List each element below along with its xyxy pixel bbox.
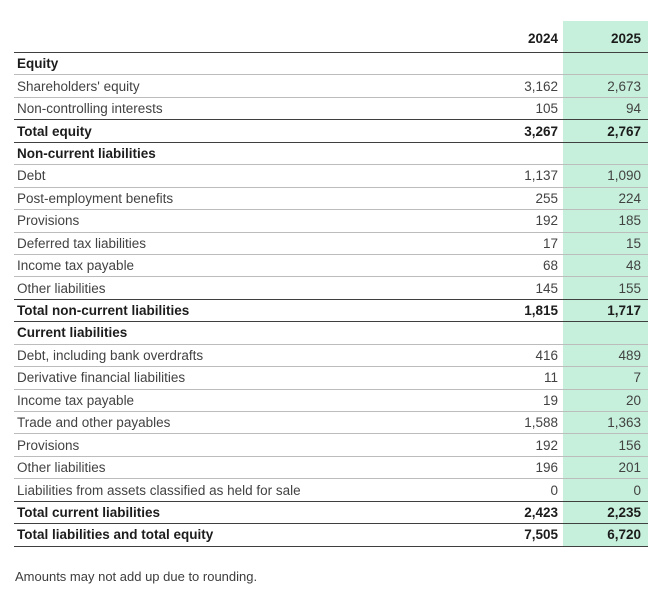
value-2025: 2,673 [563, 75, 648, 97]
value-2024: 255 [535, 190, 558, 206]
row-label: Total non-current liabilities [17, 303, 190, 319]
value-2025: 224 [563, 187, 648, 210]
table-row: Deferred tax liabilities 17 15 [14, 232, 648, 255]
value-2025: 7 [563, 367, 648, 389]
value-2024 [483, 143, 563, 164]
column-header-2024: 2024 [527, 31, 558, 46]
value-2025: 20 [563, 389, 648, 411]
table-row: Provisions 192 156 [14, 434, 648, 457]
table-row: Non-controlling interests 105 94 [14, 97, 648, 121]
table-row: Other liabilities 145 155 [14, 277, 648, 300]
value-2024: 68 [542, 258, 558, 274]
table-row: Total equity 3,267 2,767 [14, 120, 648, 143]
table-row: Provisions 192 185 [14, 210, 648, 233]
value-2024: 196 [535, 460, 558, 476]
table-row: Other liabilities 196 201 [14, 456, 648, 480]
table-row: Total current liabilities 2,423 2,235 [14, 501, 648, 525]
row-label: Provisions [17, 437, 80, 453]
row-label: Equity [17, 56, 59, 72]
value-2024: 1,815 [524, 303, 558, 319]
row-label: Liabilities from assets classified as he… [17, 482, 301, 498]
table-row: Debt, including bank overdrafts 416 489 [14, 344, 648, 368]
table-row: Equity [14, 53, 648, 76]
row-label: Debt [17, 168, 46, 184]
row-label: Debt, including bank overdrafts [17, 347, 204, 363]
header-label-spacer [14, 21, 483, 52]
row-label: Total current liabilities [17, 504, 161, 520]
balance-sheet-table: 2024 2025 Equity Shareholders' equity 3,16… [14, 21, 648, 547]
value-2025: 2,767 [563, 120, 648, 142]
value-2024 [483, 322, 563, 343]
value-2024: 416 [535, 347, 558, 363]
row-label: Income tax payable [17, 392, 135, 408]
row-label: Other liabilities [17, 460, 106, 476]
value-2025: 201 [563, 456, 648, 479]
row-label: Income tax payable [17, 258, 135, 274]
value-2025 [563, 53, 648, 75]
value-2025 [563, 142, 648, 165]
table-row: Total non-current liabilities 1,815 1,717 [14, 299, 648, 323]
row-label: Post-employment benefits [17, 190, 174, 206]
row-label: Shareholders' equity [17, 78, 140, 94]
value-2024: 145 [535, 280, 558, 296]
row-label: Total liabilities and total equity [17, 527, 214, 543]
table-row: Post-employment benefits 255 224 [14, 187, 648, 211]
row-label: Trade and other payables [17, 415, 171, 431]
value-2025: 1,363 [563, 412, 648, 434]
table-row: Income tax payable 19 20 [14, 389, 648, 412]
row-label: Non-current liabilities [17, 145, 156, 161]
value-2024: 7,505 [524, 527, 558, 543]
value-2024: 0 [550, 482, 558, 498]
value-2024 [483, 53, 563, 74]
table-row: Shareholders' equity 3,162 2,673 [14, 75, 648, 98]
table-row: Non-current liabilities [14, 142, 648, 166]
value-2024: 11 [543, 370, 558, 386]
value-2024: 1,137 [524, 168, 558, 184]
row-label: Non-controlling interests [17, 101, 163, 117]
row-label: Current liabilities [17, 325, 128, 341]
value-2024: 19 [542, 392, 558, 408]
row-label: Deferred tax liabilities [17, 235, 147, 251]
value-2024: 17 [542, 235, 558, 251]
value-2025: 155 [563, 277, 648, 299]
row-label: Other liabilities [17, 280, 106, 296]
value-2025: 185 [563, 210, 648, 232]
value-2024: 1,588 [524, 415, 558, 431]
value-2024: 192 [535, 437, 558, 453]
table-row: Debt 1,137 1,090 [14, 165, 648, 188]
column-header-2025: 2025 [563, 21, 648, 52]
table-row: Income tax payable 68 48 [14, 254, 648, 278]
table-row: Total liabilities and total equity 7,505 6… [14, 524, 648, 547]
value-2025: 94 [563, 97, 648, 120]
value-2024: 3,162 [524, 78, 558, 94]
value-2025: 2,235 [563, 501, 648, 524]
value-2025: 0 [563, 479, 648, 501]
table-row: Trade and other payables 1,588 1,363 [14, 412, 648, 435]
row-label: Total equity [17, 123, 92, 139]
value-2024: 2,423 [524, 504, 558, 520]
value-2024: 3,267 [524, 123, 558, 139]
row-label: Provisions [17, 213, 80, 229]
footnote: Amounts may not add up due to rounding. [15, 569, 258, 584]
row-label: Derivative financial liabilities [17, 370, 186, 386]
value-2025: 1,717 [563, 299, 648, 322]
table-rows: Equity Shareholders' equity 3,162 2,673 Non-… [14, 53, 648, 547]
table-row: Derivative financial liabilities 11 7 [14, 367, 648, 390]
table-row: Liabilities from assets classified as he… [14, 479, 648, 502]
value-2025: 156 [563, 434, 648, 456]
value-2024: 105 [535, 101, 558, 117]
value-2025: 48 [563, 254, 648, 277]
value-2025 [563, 322, 648, 344]
value-2025: 6,720 [563, 524, 648, 546]
table-row: Current liabilities [14, 322, 648, 345]
value-2025: 1,090 [563, 165, 648, 187]
table-header-row: 2024 2025 [14, 21, 648, 53]
value-2025: 489 [563, 344, 648, 367]
value-2025: 15 [563, 232, 648, 254]
value-2024: 192 [535, 213, 558, 229]
